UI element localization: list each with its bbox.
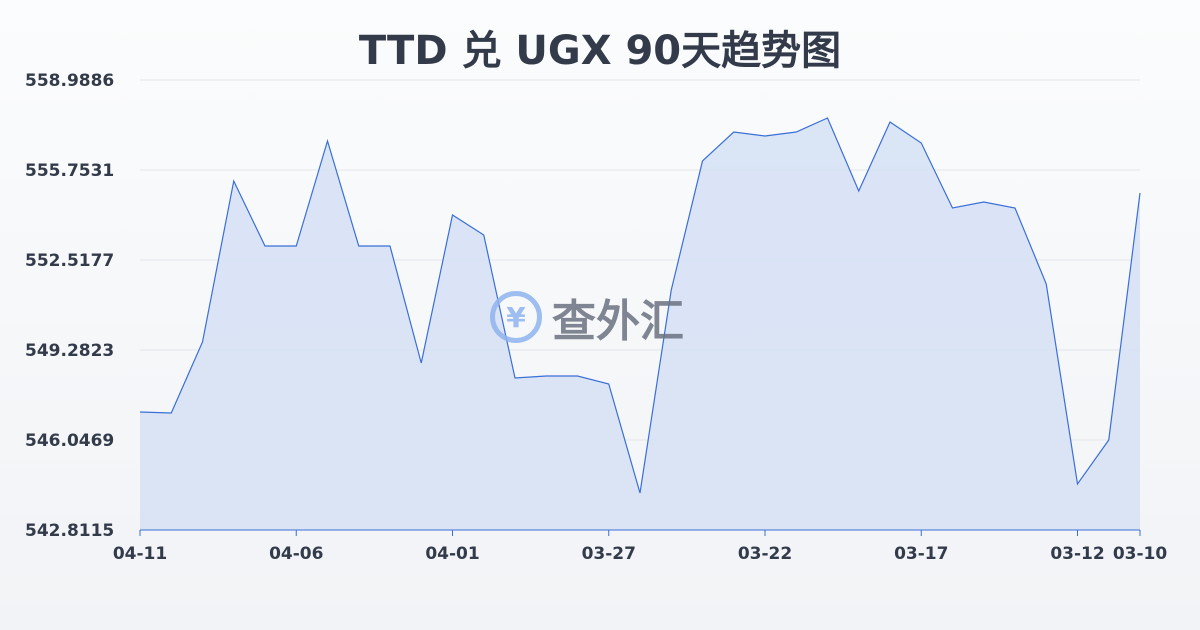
yen-cycle-icon: ¥ <box>490 291 542 343</box>
x-tick-label: 03-10 <box>1113 544 1168 564</box>
area-fill <box>140 117 1140 530</box>
x-tick-label: 04-01 <box>425 544 479 564</box>
series-line <box>139 117 1141 494</box>
chart-title: TTD 兑 UGX 90天趋势图 <box>358 28 842 74</box>
x-tick-label: 03-12 <box>1050 544 1104 564</box>
watermark: ¥ 查外汇 <box>490 285 684 349</box>
y-tick-label: 546.0469 <box>25 431 114 451</box>
y-tick-label: 558.9886 <box>25 71 114 91</box>
y-tick-label: 542.8115 <box>25 521 114 541</box>
x-tick-label: 04-11 <box>113 544 167 564</box>
x-tick-label: 03-17 <box>894 544 948 564</box>
x-tick-label: 03-22 <box>738 544 792 564</box>
y-tick-label: 549.2823 <box>25 341 114 361</box>
watermark-text: 查外汇 <box>552 296 684 347</box>
x-tick-label: 04-06 <box>269 544 323 564</box>
y-tick-label: 555.7531 <box>25 161 114 181</box>
x-tick-label: 03-27 <box>582 544 636 564</box>
y-tick-label: 552.5177 <box>25 251 114 271</box>
